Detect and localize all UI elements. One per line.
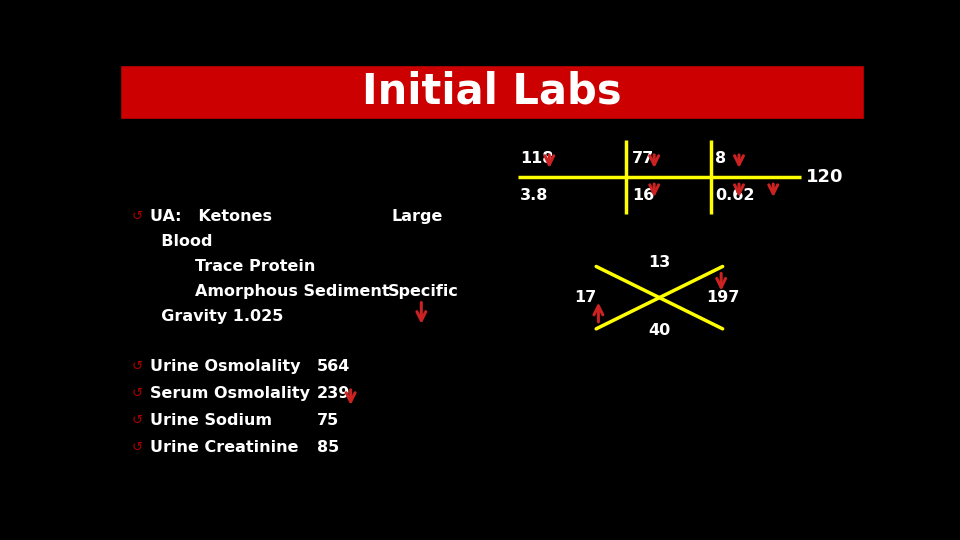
Text: 17: 17 bbox=[574, 290, 596, 305]
Text: Urine Creatinine: Urine Creatinine bbox=[150, 440, 299, 455]
Text: Serum Osmolality: Serum Osmolality bbox=[150, 386, 310, 401]
Text: UA:   Ketones: UA: Ketones bbox=[150, 209, 272, 224]
Text: 16: 16 bbox=[632, 188, 654, 203]
Text: 13: 13 bbox=[648, 255, 670, 270]
Text: Urine Sodium: Urine Sodium bbox=[150, 413, 272, 428]
Text: 120: 120 bbox=[806, 168, 844, 186]
Text: ↺: ↺ bbox=[132, 360, 142, 373]
Text: ↺: ↺ bbox=[132, 441, 142, 454]
Text: 564: 564 bbox=[317, 359, 350, 374]
Text: 8: 8 bbox=[715, 151, 727, 166]
Text: ↺: ↺ bbox=[132, 210, 142, 223]
Text: 40: 40 bbox=[648, 323, 670, 339]
Text: Trace Protein: Trace Protein bbox=[150, 259, 315, 274]
Text: 0.62: 0.62 bbox=[715, 188, 755, 203]
Text: 197: 197 bbox=[706, 290, 739, 305]
Text: Specific: Specific bbox=[388, 284, 459, 299]
Text: 239: 239 bbox=[317, 386, 350, 401]
Text: Large: Large bbox=[392, 209, 443, 224]
Text: Initial Labs: Initial Labs bbox=[362, 71, 622, 113]
Text: Blood: Blood bbox=[150, 234, 212, 249]
Text: ↺: ↺ bbox=[132, 414, 142, 427]
Text: 77: 77 bbox=[632, 151, 654, 166]
Text: 75: 75 bbox=[317, 413, 340, 428]
Text: Amorphous Sediment: Amorphous Sediment bbox=[150, 284, 390, 299]
FancyBboxPatch shape bbox=[120, 65, 864, 119]
Text: 3.8: 3.8 bbox=[520, 188, 549, 203]
Text: Gravity 1.025: Gravity 1.025 bbox=[150, 309, 283, 324]
Text: 118: 118 bbox=[520, 151, 554, 166]
Text: 85: 85 bbox=[317, 440, 340, 455]
Text: ↺: ↺ bbox=[132, 387, 142, 400]
Text: Urine Osmolality: Urine Osmolality bbox=[150, 359, 300, 374]
